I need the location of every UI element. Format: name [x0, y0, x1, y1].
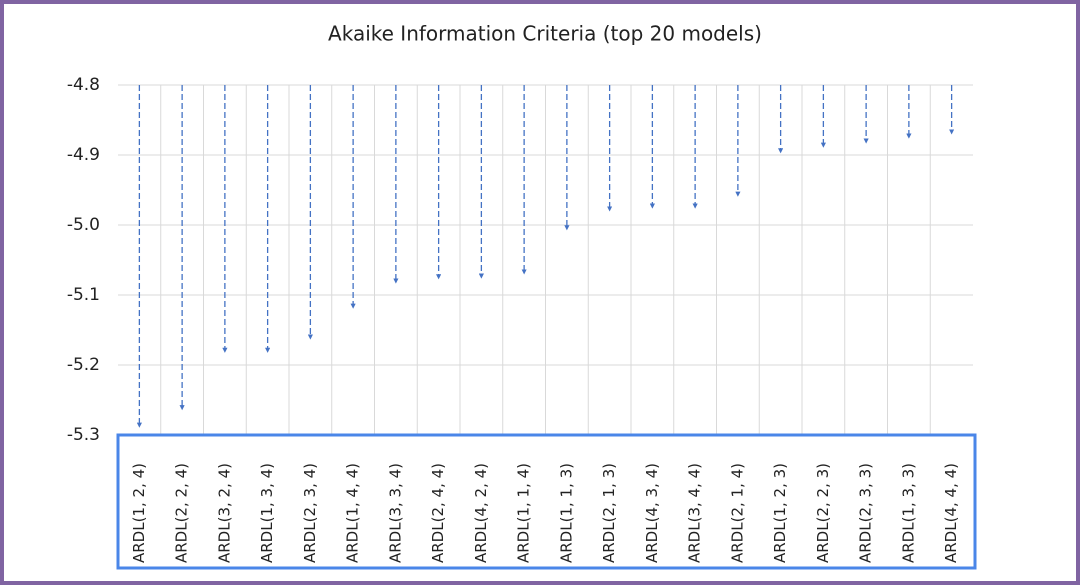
x-tick-label: ARDL(2, 1, 4) [728, 463, 746, 563]
x-tick-label: ARDL(1, 1, 3) [557, 463, 575, 563]
x-tick-label: ARDL(2, 2, 4) [173, 463, 191, 563]
x-tick-label: ARDL(1, 3, 3) [899, 463, 917, 563]
y-tick-label: -5.2 [67, 355, 100, 375]
x-tick-label: ARDL(1, 2, 3) [771, 463, 789, 563]
category-box [116, 433, 977, 570]
x-tick-label: ARDL(2, 1, 3) [600, 463, 618, 563]
y-tick-label: -5.3 [67, 425, 100, 445]
y-tick-label: -4.8 [67, 75, 100, 95]
x-tick-label: ARDL(1, 1, 4) [515, 463, 533, 563]
x-tick-label: ARDL(2, 3, 4) [301, 463, 319, 563]
x-tick-label: ARDL(1, 2, 4) [130, 463, 148, 563]
x-tick-label: ARDL(2, 4, 4) [429, 463, 447, 563]
x-tick-label: ARDL(3, 2, 4) [215, 463, 233, 563]
y-tick-label: -4.9 [67, 145, 100, 165]
x-tick-label: ARDL(2, 3, 3) [857, 463, 875, 563]
x-tick-label: ARDL(3, 3, 4) [386, 463, 404, 563]
y-tick-label: -5.0 [67, 215, 100, 235]
x-tick-label: ARDL(1, 3, 4) [258, 463, 276, 563]
x-tick-label: ARDL(2, 2, 3) [814, 463, 832, 563]
x-tick-label: ARDL(3, 4, 4) [686, 463, 704, 563]
x-tick-label: ARDL(4, 3, 4) [643, 463, 661, 563]
x-tick-label: ARDL(4, 4, 4) [942, 463, 960, 563]
chart-title: Akaike Information Criteria (top 20 mode… [328, 22, 762, 46]
x-tick-label: ARDL(1, 4, 4) [344, 463, 362, 563]
y-tick-label: -5.1 [67, 285, 100, 305]
x-tick-label: ARDL(4, 2, 4) [472, 463, 490, 563]
